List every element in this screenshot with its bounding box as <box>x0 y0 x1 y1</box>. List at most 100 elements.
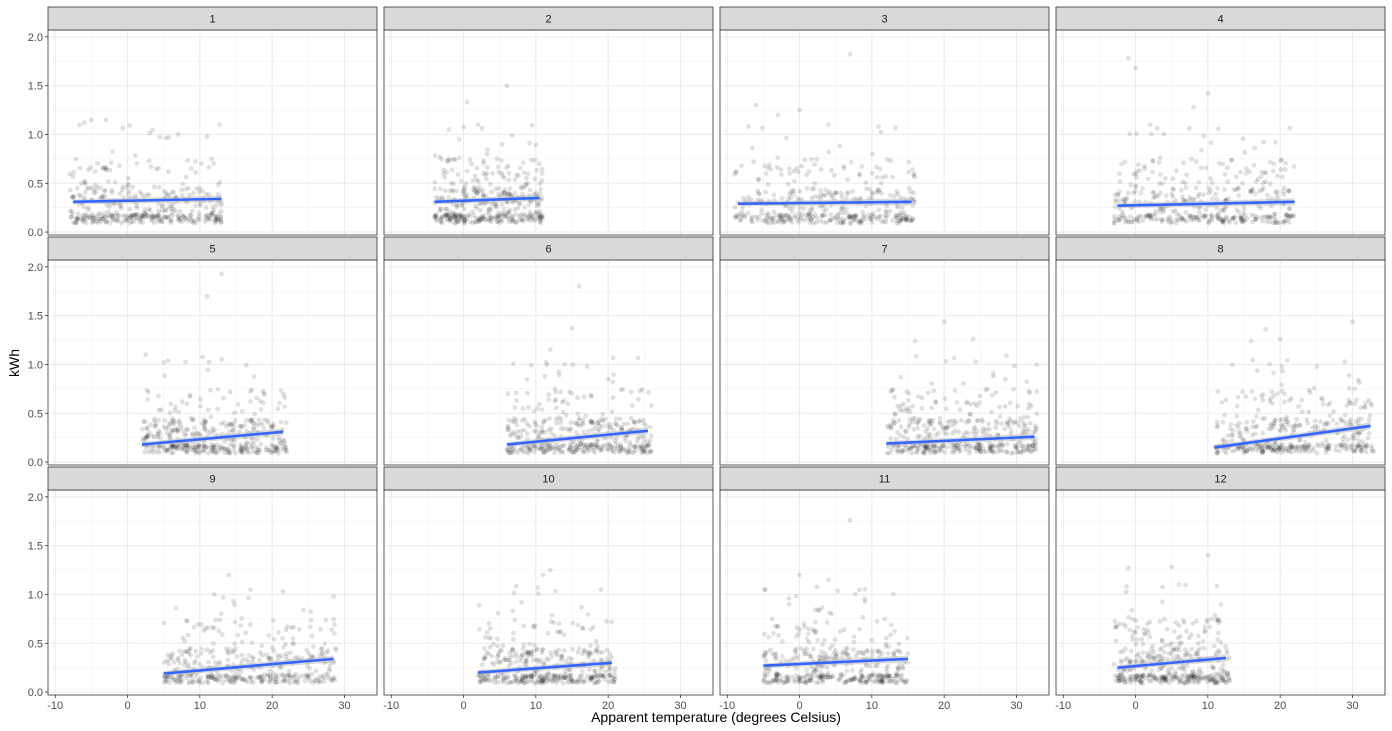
data-point <box>1194 214 1200 220</box>
data-point <box>538 186 544 192</box>
data-point <box>120 213 126 219</box>
data-point <box>277 654 282 660</box>
data-point <box>142 449 148 455</box>
data-point <box>447 214 453 220</box>
data-point <box>152 215 158 221</box>
data-point <box>774 655 779 661</box>
data-point <box>108 160 114 166</box>
data-point <box>835 216 841 222</box>
data-point <box>612 673 618 679</box>
data-point <box>74 215 79 221</box>
data-point <box>642 446 647 452</box>
data-point <box>859 220 865 226</box>
data-point <box>270 645 275 651</box>
data-point <box>745 210 751 216</box>
data-point <box>457 213 463 219</box>
data-point <box>1350 433 1356 439</box>
data-point <box>470 186 476 192</box>
data-point <box>1117 171 1122 177</box>
trend-line <box>1117 200 1295 208</box>
data-point <box>453 188 459 194</box>
data-point <box>809 186 815 192</box>
data-point <box>841 220 846 226</box>
data-point <box>1235 185 1241 191</box>
data-point <box>463 181 469 187</box>
data-point <box>102 211 108 216</box>
data-point <box>888 632 893 638</box>
data-point <box>188 652 194 658</box>
data-point <box>539 215 545 220</box>
data-point <box>787 215 792 221</box>
data-point <box>1281 220 1286 225</box>
data-point <box>927 432 933 438</box>
data-point <box>870 211 876 216</box>
data-point <box>893 125 898 131</box>
outlier-point <box>941 319 947 324</box>
data-point <box>292 673 297 679</box>
data-point <box>1270 168 1276 174</box>
data-point <box>168 652 174 658</box>
data-point <box>760 125 765 131</box>
data-point <box>1342 412 1348 418</box>
data-point <box>1148 215 1153 221</box>
data-point <box>874 174 880 180</box>
data-point <box>156 208 161 214</box>
data-point <box>509 419 515 424</box>
data-point <box>827 217 833 223</box>
outlier-point <box>598 587 604 592</box>
data-point <box>907 218 913 224</box>
data-point <box>864 186 869 192</box>
data-point <box>218 202 224 208</box>
data-point <box>1170 209 1176 214</box>
data-point <box>1369 443 1374 449</box>
data-point <box>444 216 450 222</box>
data-point <box>495 210 501 216</box>
data-point <box>96 216 102 222</box>
data-point <box>191 624 197 630</box>
data-point <box>444 169 450 175</box>
data-point <box>1181 218 1187 223</box>
data-point <box>801 651 807 656</box>
data-point <box>211 446 216 451</box>
data-point <box>315 675 321 681</box>
data-point <box>1174 212 1180 217</box>
data-point <box>74 216 79 222</box>
y-tick-label: 1.5 <box>28 81 43 93</box>
x-tick-label: 0 <box>124 700 130 712</box>
outlier-point <box>504 83 510 89</box>
data-point <box>903 217 909 223</box>
data-point <box>1296 404 1302 409</box>
data-point <box>1314 364 1320 369</box>
data-point <box>1289 213 1294 219</box>
data-point <box>197 662 203 667</box>
data-point <box>230 427 236 433</box>
data-point <box>525 214 531 220</box>
data-point <box>166 134 172 140</box>
data-point <box>545 631 551 636</box>
data-point <box>495 164 501 170</box>
data-point <box>884 450 890 456</box>
data-point <box>515 429 521 434</box>
data-point <box>106 209 111 215</box>
data-point <box>990 392 995 398</box>
data-point <box>91 191 97 196</box>
data-point <box>501 206 507 212</box>
data-point <box>438 220 444 226</box>
data-point <box>1223 450 1229 456</box>
data-point <box>70 211 75 217</box>
data-point <box>907 185 912 191</box>
data-point <box>444 212 450 218</box>
data-point <box>906 159 912 165</box>
data-point <box>525 171 531 177</box>
outlier-point <box>219 357 224 362</box>
outlier-point <box>204 293 210 299</box>
data-point <box>170 213 175 218</box>
facet-strip-label: 3 <box>881 14 887 26</box>
data-point <box>638 443 644 449</box>
data-point <box>807 220 813 225</box>
data-point <box>883 216 889 221</box>
data-point <box>144 192 150 198</box>
data-point <box>966 419 972 424</box>
data-point <box>776 219 782 225</box>
data-point <box>458 178 464 184</box>
